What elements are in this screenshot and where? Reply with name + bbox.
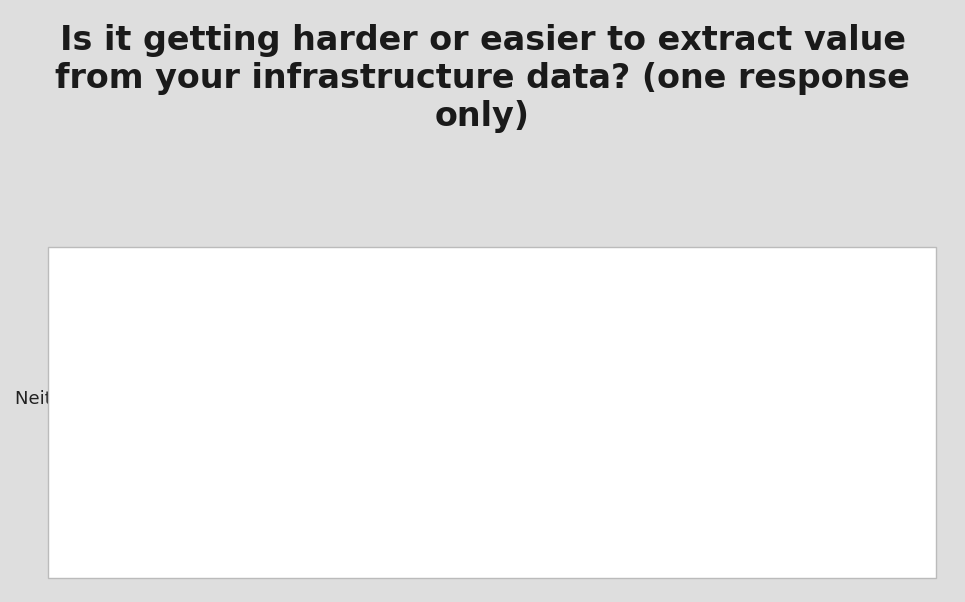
Bar — [241, 337, 490, 361]
Text: Is it getting harder or easier to extract value
from your infrastructure data? (: Is it getting harder or easier to extrac… — [55, 24, 910, 134]
Bar — [241, 288, 307, 312]
Bar — [241, 434, 490, 458]
Bar — [241, 482, 359, 507]
X-axis label: Number of Votes: Number of Votes — [494, 558, 645, 576]
